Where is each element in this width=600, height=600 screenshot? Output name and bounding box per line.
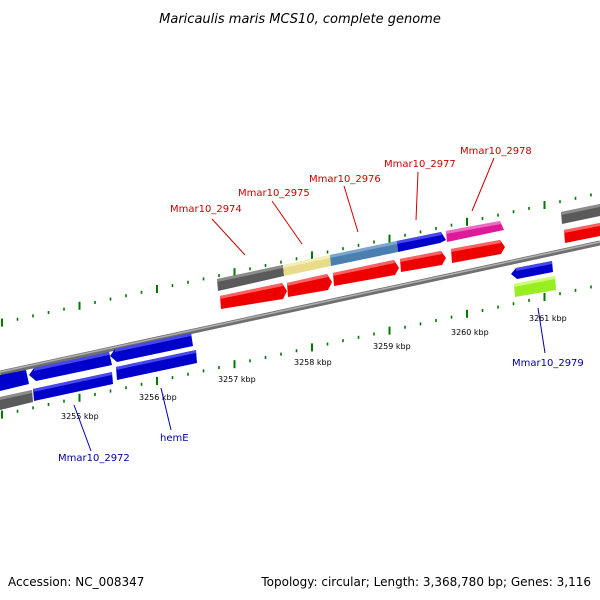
accession-text: Accession: NC_008347 (8, 575, 144, 589)
tick-label-3259: 3259 kbp (373, 342, 411, 351)
tick-label-3260: 3260 kbp (451, 328, 489, 337)
gene-block-magenta-2978[interactable] (446, 221, 504, 242)
gene-block-blue-left-c[interactable] (110, 333, 193, 362)
gene-block-gray-left[interactable] (0, 390, 33, 410)
gene-block-blue-left-a[interactable] (0, 370, 29, 391)
cds-red-4[interactable] (400, 251, 446, 272)
gene-leader-lines (73, 157, 546, 452)
map-title: Maricaulis maris MCS10, complete genome (159, 12, 441, 27)
feature-track-lower (0, 261, 556, 410)
gene-label-mmar10-2972[interactable]: Mmar10_2972 (58, 453, 130, 464)
gene-labels: Mmar10_2972 hemE Mmar10_2974 Mmar10_2975… (58, 146, 584, 464)
tick-row-lower (1, 285, 592, 419)
gene-block-blue-hemE[interactable] (116, 350, 197, 380)
tick-labels: 3260 kbp 3261 kbp 3255 kbp 3256 kbp 3257… (61, 314, 567, 421)
gene-label-hemE[interactable]: hemE (160, 433, 189, 444)
gene-block-blue-2977[interactable] (397, 232, 446, 252)
gene-block-blue-2972[interactable] (33, 372, 113, 401)
tick-label-3261: 3261 kbp (529, 314, 567, 323)
cds-red-right[interactable] (564, 223, 600, 243)
tick-label-3258: 3258 kbp (294, 358, 332, 367)
gene-label-mmar10-2977[interactable]: Mmar10_2977 (384, 159, 456, 170)
gene-block-green-2979[interactable] (514, 276, 556, 297)
topology-text: Topology: circular; Length: 3,368,780 bp… (260, 575, 591, 589)
cds-red-2[interactable] (287, 274, 332, 297)
gene-block-gray[interactable] (217, 265, 284, 291)
tick-label-3256: 3256 kbp (139, 393, 177, 402)
feature-track-upper (217, 204, 600, 309)
tick-row-upper-outer (1, 193, 592, 327)
gene-label-mmar10-2976[interactable]: Mmar10_2976 (309, 174, 381, 185)
cds-red-1[interactable] (220, 283, 287, 309)
gene-label-mmar10-2974[interactable]: Mmar10_2974 (170, 204, 242, 215)
cds-red-3[interactable] (333, 260, 399, 286)
genome-backbone (0, 240, 600, 376)
tick-label-3255: 3255 kbp (61, 412, 99, 421)
gene-label-mmar10-2979[interactable]: Mmar10_2979 (512, 358, 584, 369)
gene-block-blue-left-b[interactable] (29, 352, 112, 381)
gene-label-mmar10-2975[interactable]: Mmar10_2975 (238, 188, 310, 199)
gene-label-mmar10-2978[interactable]: Mmar10_2978 (460, 146, 532, 157)
cds-red-5[interactable] (451, 240, 505, 263)
tick-label-3257: 3257 kbp (218, 375, 256, 384)
